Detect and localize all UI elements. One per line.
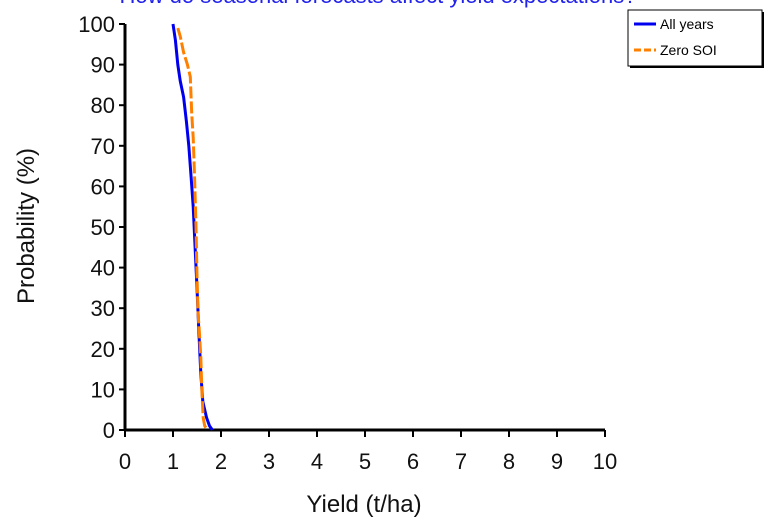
y-tick-label: 40 (91, 256, 115, 281)
series-line-2 (176, 27, 209, 431)
legend-box (627, 9, 763, 67)
x-tick-label: 7 (455, 449, 467, 474)
y-tick-label: 100 (78, 12, 115, 37)
x-tick-label: 6 (407, 449, 419, 474)
chart-title: How do seasonal forecasts affect yield e… (120, 0, 637, 8)
y-tick-label: 50 (91, 215, 115, 240)
y-tick-label: 70 (91, 134, 115, 159)
x-axis-label: Yield (t/ha) (306, 491, 421, 518)
y-tick-label: 20 (91, 337, 115, 362)
x-tick-label: 2 (215, 449, 227, 474)
x-tick-label: 4 (311, 449, 323, 474)
x-tick-label: 10 (593, 449, 617, 474)
legend: All years Zero SOI (627, 9, 764, 68)
x-tick-label: 3 (263, 449, 275, 474)
x-tick-label: 5 (359, 449, 371, 474)
plot-area: 0 10 20 30 40 50 60 70 80 90 100 0 1 2 3 4 5 6 7 8 9 10 (78, 12, 617, 474)
y-tick-label: 30 (91, 296, 115, 321)
y-tick-label: 10 (91, 377, 115, 402)
series-line-1 (171, 23, 214, 431)
x-tick-label: 9 (551, 449, 563, 474)
y-tick-label: 90 (91, 53, 115, 78)
y-tick-label: 80 (91, 93, 115, 118)
legend-label-1: All years (660, 16, 714, 32)
legend-label-2: Zero SOI (660, 42, 717, 58)
x-tick-label: 1 (167, 449, 179, 474)
x-tick-label: 0 (119, 449, 131, 474)
y-axis-label: Probability (%) (13, 148, 40, 304)
y-tick-label: 0 (103, 418, 115, 443)
y-tick-label: 60 (91, 174, 115, 199)
x-tick-label: 8 (503, 449, 515, 474)
